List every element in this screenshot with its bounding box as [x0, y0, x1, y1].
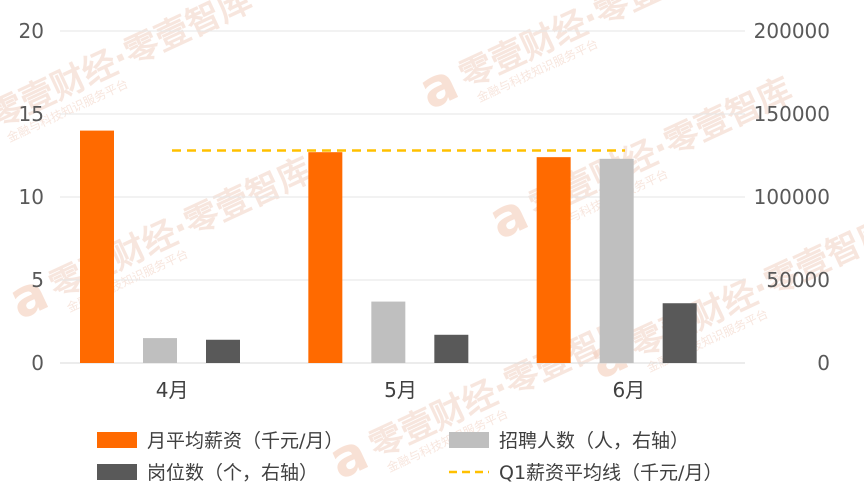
legend: 月平均薪资（千元/月） 招聘人数（人，右轴） 岗位数（个，右轴） Q1薪资平均线（千元… — [97, 430, 722, 484]
y-right-tick-label: 0 — [817, 351, 830, 375]
legend-positions: 岗位数（个，右轴） — [97, 462, 318, 484]
legend-salary-swatch — [97, 432, 137, 448]
legend-positions-swatch — [97, 464, 137, 480]
y-left-tick-label: 15 — [19, 102, 44, 126]
bars — [80, 130, 697, 363]
legend-hires-label: 招聘人数（人，右轴） — [499, 430, 689, 452]
y-left-tick-label: 5 — [31, 268, 44, 292]
x-tick-label: 6月 — [612, 378, 645, 402]
y-axis-left: 0 5 10 15 20 — [19, 19, 44, 375]
y-left-tick-label: 0 — [31, 351, 44, 375]
legend-reference-label: Q1薪资平均线（千元/月） — [499, 462, 722, 484]
x-tick-label: 4月 — [156, 378, 189, 402]
y-right-tick-label: 200000 — [754, 19, 830, 43]
y-right-tick-label: 150000 — [754, 102, 830, 126]
legend-positions-label: 岗位数（个，右轴） — [147, 462, 318, 484]
legend-salary-label: 月平均薪资（千元/月） — [147, 430, 343, 452]
bar-salary — [308, 152, 343, 363]
y-left-tick-label: 20 — [19, 19, 44, 43]
legend-hires-swatch — [449, 432, 489, 448]
bar-positions — [206, 339, 240, 363]
bar-salary — [536, 157, 571, 363]
y-left-tick-label: 10 — [19, 185, 44, 209]
bar-salary — [80, 130, 114, 363]
y-right-tick-label: 50000 — [766, 268, 830, 292]
bar-hires — [371, 301, 406, 363]
bar-positions — [662, 303, 697, 363]
legend-reference: Q1薪资平均线（千元/月） — [449, 462, 722, 484]
bar-hires — [143, 338, 177, 363]
bar-hires — [599, 158, 634, 363]
x-axis: 4月 5月 6月 — [156, 378, 645, 402]
y-axis-right: 0 50000 100000 150000 200000 — [754, 19, 830, 375]
bar-positions — [434, 334, 469, 363]
y-right-tick-label: 100000 — [754, 185, 830, 209]
legend-salary: 月平均薪资（千元/月） — [97, 430, 343, 452]
x-tick-label: 5月 — [384, 378, 417, 402]
legend-hires: 招聘人数（人，右轴） — [449, 430, 689, 452]
